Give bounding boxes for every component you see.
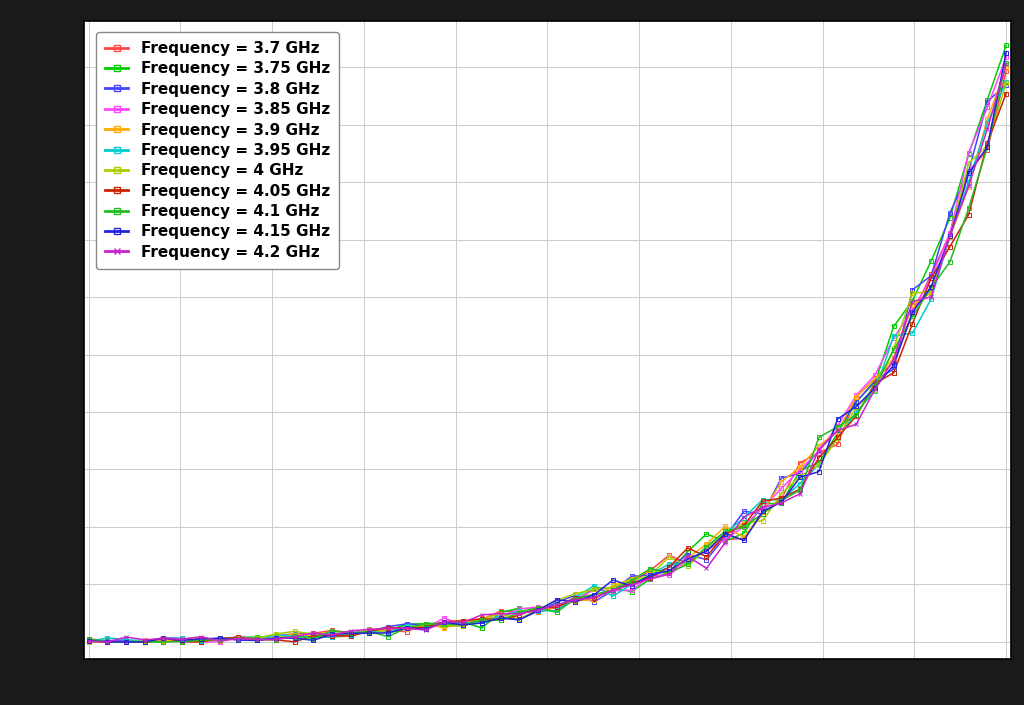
Legend: Frequency = 3.7 GHz, Frequency = 3.75 GHz, Frequency = 3.8 GHz, Frequency = 3.85: Frequency = 3.7 GHz, Frequency = 3.75 GH… [96,32,339,269]
